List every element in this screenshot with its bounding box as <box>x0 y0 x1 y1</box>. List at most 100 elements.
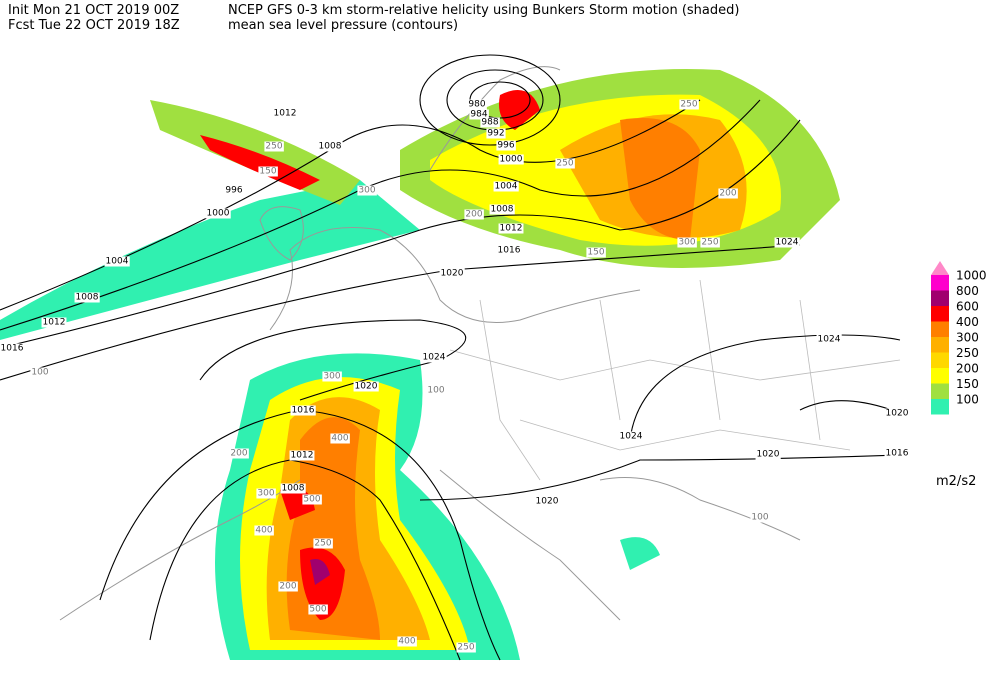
contour-labels: 1012 1008 996 1000 1004 1008 1012 1016 980984988… <box>0 99 910 653</box>
pressure-label: 1012 <box>291 451 314 461</box>
pressure-label-bg <box>467 99 487 110</box>
pressure-label-bg <box>493 181 519 192</box>
helicity-label: 100 <box>427 386 444 396</box>
pressure-label: 1012 <box>500 224 523 234</box>
helicity-label-bg <box>397 636 417 647</box>
pressure-label-bg <box>486 128 506 139</box>
pressure-label-bg <box>816 334 842 345</box>
helicity-label-bg <box>700 237 720 248</box>
pressure-label: 1012 <box>43 318 66 328</box>
pressure-label: 988 <box>481 118 498 128</box>
helicity-label: 300 <box>678 238 695 248</box>
legend-label: 250 <box>956 346 979 360</box>
pressure-label-bg <box>104 256 130 267</box>
pressure-label: 1004 <box>106 257 129 267</box>
helicity-label-bg <box>330 433 350 444</box>
legend-swatch <box>931 337 949 353</box>
helicity-label: 200 <box>719 189 736 199</box>
legend-swatch <box>931 321 949 337</box>
legend-swatch <box>931 368 949 384</box>
legend-swatch <box>931 383 949 399</box>
helicity-label: 300 <box>323 372 340 382</box>
pressure-label: 1000 <box>207 209 230 219</box>
helicity-label-bg <box>426 385 446 396</box>
pressure-label: 992 <box>487 129 504 139</box>
pressure-label: 1024 <box>423 353 446 363</box>
helicity-label-bg <box>679 99 699 110</box>
helicity-label-bg <box>750 512 770 523</box>
pressure-label-bg <box>469 109 489 120</box>
pressure-label-bg <box>289 450 315 461</box>
helicity-label-bg <box>322 371 342 382</box>
helicity-label: 200 <box>465 210 482 220</box>
pressure-label-bg <box>884 448 910 459</box>
init-time: Init Mon 21 OCT 2019 00Z <box>8 3 179 18</box>
legend-label: 200 <box>956 362 979 376</box>
pressure-label-bg <box>41 317 67 328</box>
pressure-label-bg <box>353 381 379 392</box>
pressure-label-bg <box>496 140 516 151</box>
helicity-label-bg <box>30 367 50 378</box>
helicity-label-bg <box>302 494 322 505</box>
legend-swatch <box>931 290 949 306</box>
pressure-label: 1024 <box>776 238 799 248</box>
helicity-label-bg <box>254 525 274 536</box>
pressure-label: 1016 <box>1 344 24 354</box>
helicity-label: 250 <box>265 142 282 152</box>
pressure-label-bg <box>774 237 800 248</box>
legend-swatch <box>931 275 949 291</box>
legend-label: 400 <box>956 315 979 329</box>
pressure-label-bg <box>421 352 447 363</box>
pressure-label-bg <box>496 245 522 256</box>
pressure-label-bg <box>534 496 560 507</box>
legend-swatch <box>931 306 949 322</box>
pressure-label-bg <box>280 483 306 494</box>
helicity-label: 400 <box>331 434 348 444</box>
forecast-time: Fcst Tue 22 OCT 2019 18Z <box>8 18 180 33</box>
pressure-label: 1008 <box>76 293 99 303</box>
helicity-label: 200 <box>230 449 247 459</box>
legend-swatch <box>931 352 949 368</box>
pressure-label: 1008 <box>282 484 305 494</box>
helicity-label: 400 <box>255 526 272 536</box>
pressure-label: 1008 <box>491 205 514 215</box>
helicity-label-bg <box>308 604 328 615</box>
legend-top-triangle <box>931 261 949 275</box>
pressure-label: 1020 <box>441 269 464 279</box>
pressure-label: 1024 <box>818 335 841 345</box>
helicity-label: 300 <box>257 489 274 499</box>
chart-title: NCEP GFS 0-3 km storm-relative helicity … <box>228 3 739 18</box>
pressure-label: 1008 <box>319 142 342 152</box>
helicity-label: 100 <box>31 368 48 378</box>
pressure-label: 1020 <box>536 497 559 507</box>
helicity-label: 250 <box>314 539 331 549</box>
pressure-label-bg <box>618 431 644 442</box>
pressure-label-bg <box>498 223 524 234</box>
helicity-label-bg <box>586 247 606 258</box>
helicity-label-bg <box>264 141 284 152</box>
pressure-label-bg <box>480 117 500 128</box>
pressure-label-bg <box>439 268 465 279</box>
helicity-label: 400 <box>398 637 415 647</box>
pressure-label: 1024 <box>620 432 643 442</box>
pressure-label-bg <box>498 154 524 165</box>
pressure-label: 1012 <box>274 109 297 119</box>
helicity-label-bg <box>677 237 697 248</box>
helicity-label: 100 <box>751 513 768 523</box>
legend-unit: m2/s2 <box>936 474 976 489</box>
helicity-label-bg <box>256 488 276 499</box>
pressure-label-bg <box>272 108 298 119</box>
pressure-label-bg <box>884 408 910 419</box>
helicity-label: 250 <box>556 159 573 169</box>
helicity-label: 150 <box>587 248 604 258</box>
legend-label: 300 <box>956 331 979 345</box>
pressure-label: 980 <box>468 100 485 110</box>
legend-label: 800 <box>956 284 979 298</box>
pressure-label-bg <box>489 204 515 215</box>
pressure-label: 1016 <box>498 246 521 256</box>
pressure-label-bg <box>290 405 316 416</box>
helicity-label-bg <box>229 448 249 459</box>
